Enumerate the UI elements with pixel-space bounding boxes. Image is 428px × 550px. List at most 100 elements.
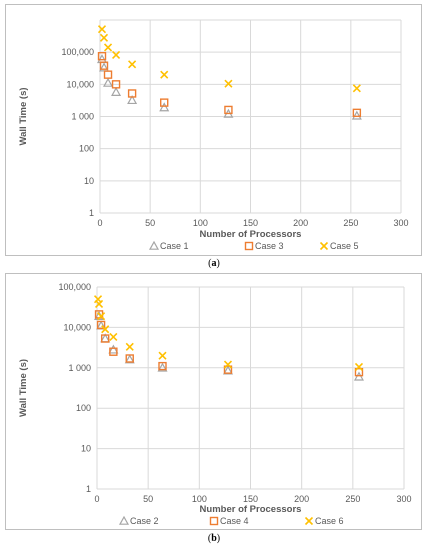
data-point bbox=[160, 98, 169, 107]
legend-marker bbox=[319, 241, 329, 251]
legend: Case 2 Case 4 Case 6 bbox=[118, 515, 344, 526]
data-point bbox=[223, 365, 233, 374]
data-point bbox=[354, 367, 364, 377]
chart-panel-b: 0 50 100 150 200 250 300 1 10 100 1 000 10,000 100,0… bbox=[5, 273, 422, 530]
data-point bbox=[108, 344, 119, 354]
legend-marker-stroke-2 bbox=[319, 241, 329, 251]
data-point bbox=[158, 351, 167, 360]
data-point bbox=[351, 110, 362, 120]
x-tick-label: 50 bbox=[143, 494, 153, 504]
series-case-3 bbox=[97, 51, 362, 118]
legend-marker bbox=[148, 240, 160, 250]
x-tick-label: 250 bbox=[345, 494, 360, 504]
data-point bbox=[94, 299, 104, 309]
y-tick-label: 1 000 bbox=[71, 112, 94, 122]
data-point bbox=[223, 360, 233, 369]
data-point bbox=[103, 70, 113, 79]
data-point-stroke-2 bbox=[158, 351, 167, 360]
gridlines bbox=[99, 19, 402, 214]
legend-label: Case 3 bbox=[255, 241, 284, 251]
data-point-stroke-2 bbox=[97, 312, 106, 321]
y-axis-label: Wall Time (s) bbox=[18, 87, 29, 145]
y-axis-label: Wall Time (s) bbox=[18, 359, 29, 417]
data-point bbox=[352, 108, 362, 118]
data-point bbox=[111, 50, 121, 60]
caption-a: (a) bbox=[208, 258, 220, 269]
data-point bbox=[125, 354, 134, 363]
y-tick-label: 100 bbox=[76, 403, 91, 413]
x-tick-label: 50 bbox=[145, 218, 155, 228]
data-point bbox=[224, 79, 233, 88]
gridlines bbox=[96, 286, 405, 490]
y-tick-label: 1 bbox=[89, 208, 94, 218]
x-tick-label: 0 bbox=[97, 218, 102, 228]
y-tick-label: 10,000 bbox=[66, 79, 94, 89]
data-point bbox=[353, 371, 364, 381]
legend-marker bbox=[118, 515, 130, 525]
legend-label: Case 1 bbox=[160, 241, 189, 251]
data-point bbox=[103, 77, 114, 87]
series-case-2 bbox=[94, 310, 364, 381]
y-tick-label: 10 bbox=[84, 176, 94, 186]
data-point bbox=[101, 325, 110, 334]
data-point bbox=[111, 86, 122, 96]
data-point bbox=[109, 347, 118, 356]
y-tick-label: 1 000 bbox=[68, 363, 91, 373]
series-case-1 bbox=[96, 54, 362, 120]
data-point bbox=[109, 332, 118, 342]
legend-label: Case 5 bbox=[330, 241, 359, 251]
data-point bbox=[352, 84, 361, 93]
data-point-stroke-2 bbox=[223, 360, 233, 369]
y-tick-label: 1 bbox=[86, 484, 91, 494]
data-point bbox=[125, 342, 134, 351]
y-tick-label: 10,000 bbox=[63, 322, 91, 332]
series-case-6 bbox=[93, 295, 364, 372]
y-tick-label: 100,000 bbox=[58, 282, 91, 292]
data-point bbox=[159, 102, 170, 112]
data-point-stroke-2 bbox=[103, 43, 113, 52]
data-point bbox=[99, 33, 109, 42]
chart-panel-a: 0 50 100 150 200 250 300 1 10 100 1 000 10,000 100,0… bbox=[5, 4, 422, 256]
data-point bbox=[97, 312, 106, 321]
data-point bbox=[99, 61, 109, 70]
x-tick-label: 150 bbox=[243, 494, 258, 504]
legend-marker bbox=[209, 516, 219, 526]
data-point bbox=[157, 362, 168, 372]
legend-marker bbox=[304, 516, 314, 526]
data-point bbox=[124, 354, 135, 364]
x-tick-label: 200 bbox=[293, 218, 308, 228]
data-point bbox=[128, 60, 137, 69]
y-tick-label: 100,000 bbox=[61, 47, 94, 57]
y-tick-label: 10 bbox=[81, 444, 91, 454]
data-point-stroke-2 bbox=[224, 79, 233, 88]
series-case-5 bbox=[97, 25, 361, 93]
data-point-stroke-2 bbox=[128, 60, 137, 69]
data-point bbox=[97, 51, 107, 61]
y-tick-label: 100 bbox=[79, 144, 94, 154]
data-point bbox=[96, 320, 106, 330]
caption-b-label: b bbox=[211, 533, 217, 544]
x-tick-label: 150 bbox=[243, 218, 258, 228]
data-point-stroke-2 bbox=[125, 342, 134, 351]
x-tick-label: 100 bbox=[192, 494, 207, 504]
x-tick-label: 250 bbox=[343, 218, 358, 228]
data-point-stroke-2 bbox=[160, 70, 169, 79]
x-axis-label: Number of Processors bbox=[200, 229, 302, 240]
caption-b: (b) bbox=[207, 533, 221, 544]
data-point-stroke-2 bbox=[97, 25, 107, 34]
x-tick-label: 100 bbox=[193, 218, 208, 228]
data-point-stroke-2 bbox=[99, 33, 109, 42]
data-point-stroke-2 bbox=[94, 299, 104, 309]
legend-label: Case 4 bbox=[220, 516, 249, 526]
data-point bbox=[111, 80, 121, 89]
data-point bbox=[222, 365, 234, 375]
data-point bbox=[97, 25, 107, 34]
data-point bbox=[160, 70, 169, 79]
legend-label: Case 2 bbox=[130, 516, 159, 526]
caption-a-label: a bbox=[211, 258, 217, 269]
data-point-stroke-2 bbox=[109, 332, 118, 342]
data-point bbox=[100, 334, 110, 343]
x-axis-label: Number of Processors bbox=[200, 504, 302, 515]
data-point-stroke-2 bbox=[101, 325, 110, 334]
legend: Case 1 Case 3 Case 5 bbox=[148, 240, 359, 251]
